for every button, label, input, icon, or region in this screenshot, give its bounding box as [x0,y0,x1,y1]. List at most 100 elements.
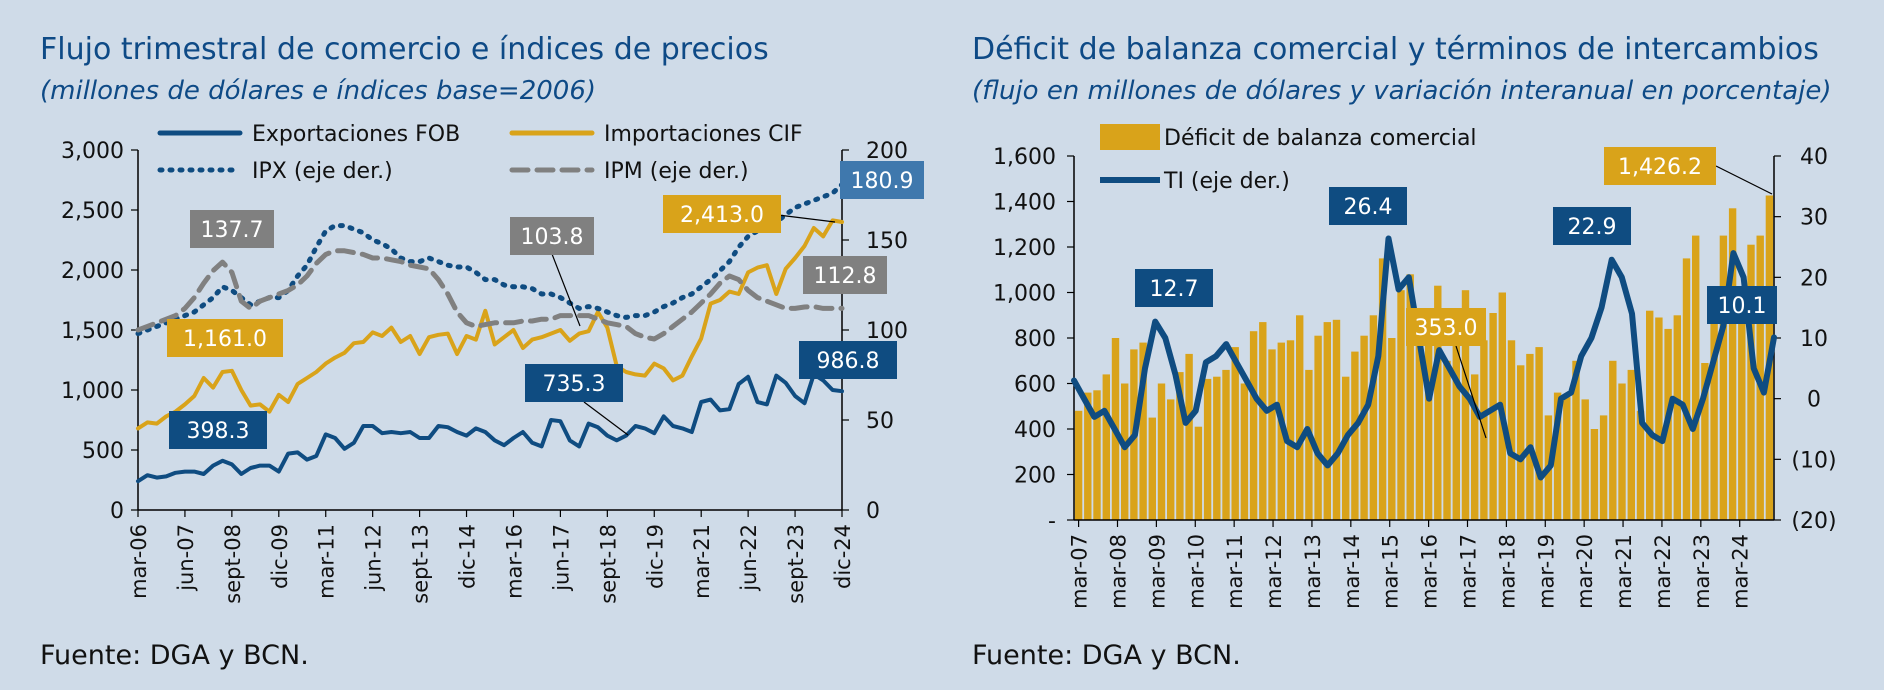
right-y2-tick-label: (20) [1791,509,1836,534]
right-bar [1240,383,1249,520]
left-chart-svg: 0 500 1,000 1,500 2,000 2,500 3,000 0 50 100 150 20… [61,122,924,604]
right-bar [1655,317,1663,520]
left-callout-ipm-last-label: 112.8 [814,264,877,289]
right-bar [1176,372,1184,520]
left-x-tick-label: jun-07 [174,524,198,592]
right-callout-ti-last-label: 10.1 [1718,294,1767,319]
left-series-line-3 [135,248,845,342]
left-y2-tick-label: 150 [866,229,908,254]
left-series-line-0 [136,372,844,484]
left-callout-ipm-mid-label: 103.8 [521,225,584,250]
right-bar [1351,351,1359,520]
left-callout-ipm-peak-label: 137.7 [201,218,264,243]
right-bar [1517,365,1525,520]
right-bar [1471,374,1479,520]
right-bar [1231,347,1239,520]
right-y2-tick-label: 20 [1800,266,1828,291]
right-bar [1397,290,1405,520]
right-chart-panel: Déficit de balanza comercial y términos … [942,0,1884,690]
left-y-tick-label: 0 [110,499,124,524]
right-bar [1682,258,1691,520]
left-callout-imp-early-box [167,319,283,357]
right-bar [1121,383,1129,520]
right-x-tick-label: mar-20 [1573,534,1597,609]
right-bar [1249,331,1258,520]
right-bar [1692,235,1700,520]
right-callout-ti-a-label: 12.7 [1150,277,1199,302]
left-chart-panel: Flujo trimestral de comercio e índices d… [40,32,924,671]
right-bar [1323,322,1331,520]
right-bar [1701,363,1709,520]
right-bar [1424,333,1433,520]
right-bar [1590,429,1599,520]
right-bar [1213,376,1221,520]
left-legend-label-3: IPM (eje der.) [604,159,749,184]
left-x-tick-label: mar-21 [690,524,714,599]
right-callout-def-mid-label: 353.0 [1415,316,1478,341]
left-x-tick-label: dic-19 [643,524,667,589]
right-bar [1572,360,1580,521]
left-x-tick-label: mar-16 [502,524,526,599]
right-bar [1719,235,1728,520]
left-callout-exp-last-box [799,341,897,379]
right-y2-tick-label: 10 [1800,327,1828,352]
right-bar [1443,360,1451,521]
left-x-tick-label: jun-17 [549,524,573,592]
left-y2-tick-label: 200 [866,139,908,164]
right-bar [1203,378,1212,520]
right-bar [1185,353,1193,520]
right-bar [1747,244,1755,520]
right-x-tick-label: mar-22 [1651,534,1675,609]
right-x-tick-label: mar-18 [1495,534,1519,609]
left-callout-exp-early-box [169,411,267,449]
left-chart-title: Flujo trimestral de comercio e índices d… [40,32,769,67]
right-bar [1369,315,1378,521]
right-bar [1305,369,1313,520]
right-bar [1102,374,1110,520]
left-callout-exp-mid-leader [583,401,629,436]
right-callout-def-last-leader [1715,165,1773,195]
left-callout-exp-mid-label: 735.3 [543,372,606,397]
right-callout-ti-a-box [1135,269,1213,307]
right-x-tick-label: mar-11 [1223,534,1247,609]
right-bar [1286,340,1295,520]
left-x-tick-label: dic-09 [268,524,292,589]
left-x-tick-label: sept-13 [409,524,433,604]
left-series-line-2 [135,181,845,337]
left-y-tick-label: 2,500 [61,199,124,224]
right-bar [1360,335,1368,520]
right-bar [1406,274,1414,520]
right-x-tick-label: mar-12 [1262,534,1286,609]
right-y-tick-label: 1,200 [993,236,1056,261]
right-chart-source: Fuente: DGA y BCN. [972,640,1241,671]
right-chart-title: Déficit de balanza comercial y términos … [972,32,1819,67]
right-bar [1627,369,1635,520]
right-chart-subtitle: (flujo en millones de dólares y variació… [972,76,1832,106]
left-x-tick-label: jun-12 [362,524,386,592]
left-callout-exp-last-label: 986.8 [817,349,880,374]
left-callout-exp-mid-box [525,364,623,402]
left-x-tick-label: mar-06 [127,524,151,599]
right-callout-ti-c-label: 22.9 [1568,215,1617,240]
right-x-tick-label: mar-17 [1456,534,1480,609]
right-bar [1563,397,1571,520]
left-y-tick-label: 500 [82,439,124,464]
right-legend-label-1: TI (eje der.) [1163,169,1290,194]
right-bar [1139,342,1147,520]
right-x-tick-label: mar-07 [1068,534,1092,609]
right-y2-tick-label: (10) [1791,448,1836,473]
left-callout-ipm-mid-leader [551,253,581,327]
right-x-tick-label: mar-13 [1301,534,1325,609]
right-y-tick-label: 200 [1014,464,1056,489]
left-callout-imp-early-label: 1,161.0 [183,327,267,352]
left-x-tick-label: dic-24 [831,524,855,589]
right-bar [1388,338,1396,520]
right-y2-tick-label: 40 [1800,145,1828,170]
right-callout-ti-b-box [1329,187,1407,225]
right-bar [1738,297,1746,520]
left-callout-exp-early-label: 398.3 [187,419,250,444]
left-callout-ipm-peak-box [190,210,274,248]
right-y-tick-label: 1,400 [993,191,1056,216]
left-y-tick-label: 2,000 [61,259,124,284]
left-y2-tick-label: 0 [866,499,880,524]
